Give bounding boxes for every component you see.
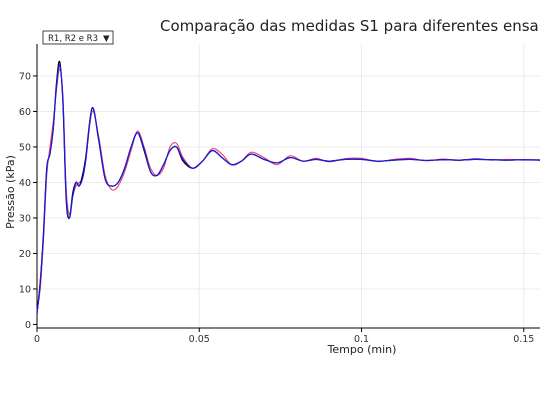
y-tick-label: 10 bbox=[19, 284, 31, 295]
x-tick-labels: 0 0.05 0.1 0.15 bbox=[34, 328, 534, 345]
x-tick-label: 0 bbox=[34, 334, 40, 345]
gridlines bbox=[37, 44, 540, 328]
x-tick-label: 0.1 bbox=[354, 334, 369, 345]
x-tick-label: 0.15 bbox=[513, 334, 534, 345]
series-dropdown[interactable]: R1, R2 e R3 ▼ bbox=[42, 30, 114, 45]
y-tick-label: 40 bbox=[19, 178, 31, 189]
chevron-down-icon: ▼ bbox=[103, 34, 110, 44]
series-dropdown-box[interactable] bbox=[42, 30, 114, 45]
y-tick-label: 50 bbox=[19, 142, 31, 153]
axes bbox=[36, 44, 540, 329]
y-tick-label: 30 bbox=[19, 213, 31, 224]
y-tick-label: 0 bbox=[25, 320, 31, 331]
x-tick-label: 0.05 bbox=[189, 334, 210, 345]
series-layer bbox=[36, 60, 540, 314]
y-tick-label: 70 bbox=[19, 71, 31, 82]
x-axis-label: Tempo (min) bbox=[327, 343, 397, 356]
y-tick-label: 20 bbox=[19, 249, 31, 260]
y-axis-label: Pressão (kPa) bbox=[4, 155, 17, 229]
series-line-r3 bbox=[36, 64, 540, 314]
chart-title: Comparação das medidas S1 para diferente… bbox=[160, 17, 540, 35]
y-tick-labels: 0 10 20 30 40 50 60 70 bbox=[19, 71, 37, 331]
y-tick-label: 60 bbox=[19, 107, 31, 118]
series-dropdown-label: R1, R2 e R3 bbox=[48, 34, 98, 44]
